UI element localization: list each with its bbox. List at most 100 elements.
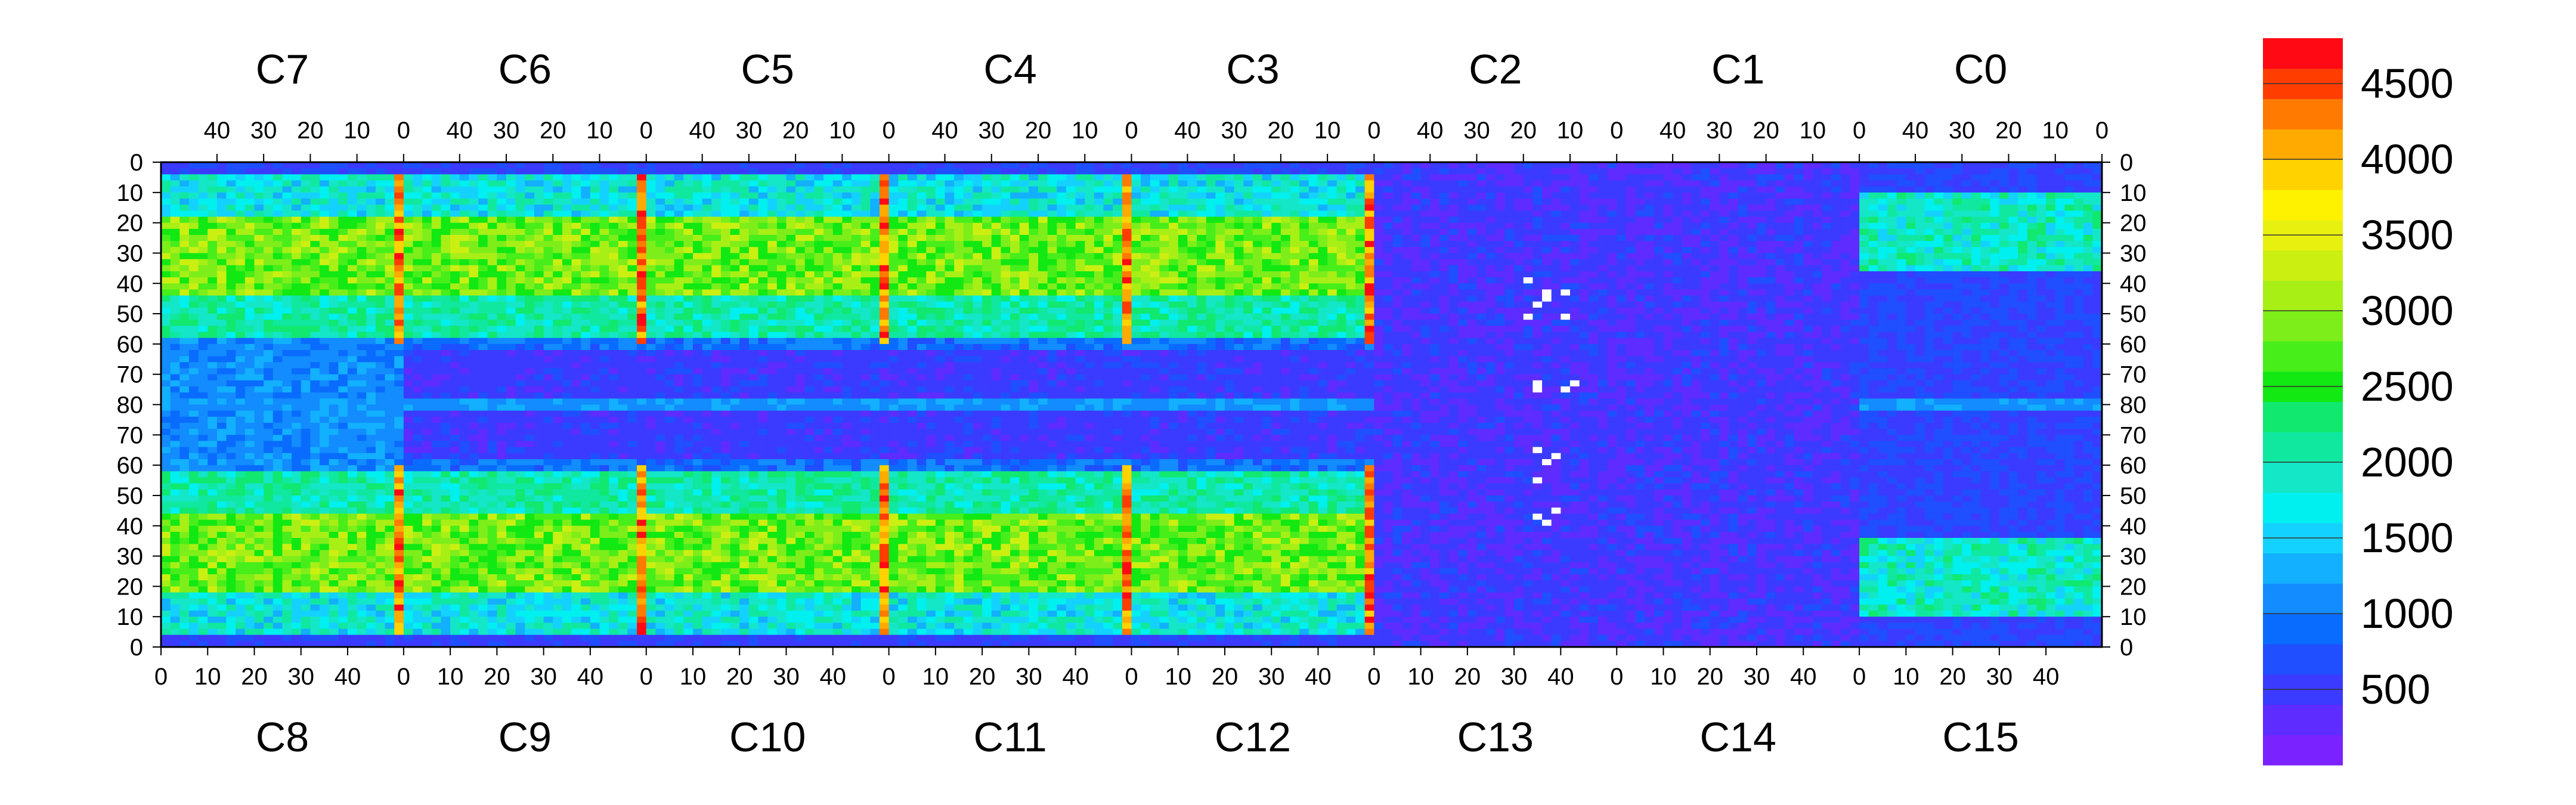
heatmap-cell [1626, 265, 1636, 272]
heatmap-cell [273, 216, 283, 223]
heatmap-cell [1822, 168, 1832, 175]
heatmap-cell [1215, 199, 1225, 205]
heatmap-cell [1486, 259, 1496, 266]
heatmap-cell [880, 277, 889, 284]
heatmap-cell [1113, 271, 1122, 278]
heatmap-cell [1738, 289, 1748, 296]
heatmap-cell [1962, 259, 1971, 266]
heatmap-cell [1645, 199, 1654, 205]
heatmap-cell [655, 259, 665, 266]
heatmap-cell [795, 180, 805, 187]
heatmap-cell [1990, 174, 1999, 181]
heatmap-cell [254, 289, 264, 296]
heatmap-cell [366, 168, 376, 175]
heatmap-cell [1869, 229, 1878, 236]
heatmap-cell [301, 199, 311, 205]
heatmap-cell [1878, 296, 1887, 302]
heatmap-cell [618, 253, 628, 259]
heatmap-cell [1197, 174, 1206, 181]
heatmap-cell [469, 229, 478, 236]
heatmap-cell [1608, 216, 1617, 223]
heatmap-cell [450, 193, 460, 199]
heatmap-cell [1570, 277, 1580, 284]
heatmap-cell [1001, 253, 1010, 259]
heatmap-cell [1393, 241, 1402, 247]
heatmap-cell [1281, 187, 1290, 193]
heatmap-cell [730, 247, 740, 253]
heatmap-cell [2046, 302, 2055, 308]
heatmap-cell [739, 229, 749, 236]
heatmap-cell [1897, 289, 1906, 296]
heatmap-cell [1299, 229, 1309, 236]
heatmap-cell [1206, 193, 1216, 199]
heatmap-cell [1766, 277, 1776, 284]
heatmap-cell [1999, 216, 2009, 223]
heatmap-cell [870, 265, 880, 272]
heatmap-cell [1542, 187, 1552, 193]
heatmap-cell [833, 271, 843, 278]
heatmap-cell [497, 174, 506, 181]
heatmap-cell [1943, 283, 1953, 290]
heatmap-cell [1915, 199, 1925, 205]
heatmap-cell [1803, 253, 1813, 259]
heatmap-cell [590, 223, 600, 230]
heatmap-cell [1337, 241, 1346, 247]
heatmap-cell [739, 247, 749, 253]
heatmap-cell [1178, 199, 1188, 205]
heatmap-cell [842, 193, 852, 199]
heatmap-cell [1020, 168, 1029, 175]
heatmap-cell [1318, 302, 1327, 308]
heatmap-cell [1636, 223, 1645, 230]
heatmap-cell [1271, 205, 1281, 211]
heatmap-cell [1178, 174, 1188, 181]
heatmap-cell [842, 187, 852, 193]
heatmap-cell [889, 253, 899, 259]
heatmap-cell [1187, 247, 1197, 253]
heatmap-cell [1850, 241, 1859, 247]
heatmap-cell [1327, 283, 1337, 290]
heatmap-cell [1327, 289, 1337, 296]
heatmap-cell [600, 229, 609, 236]
heatmap-cell [1318, 283, 1327, 290]
heatmap-cell [1048, 289, 1057, 296]
heatmap-cell [1719, 271, 1729, 278]
heatmap-cell [1552, 302, 1561, 308]
heatmap-cell [497, 265, 506, 272]
heatmap-cell [945, 180, 955, 187]
heatmap-cell [1803, 205, 1813, 211]
heatmap-cell [1309, 223, 1318, 230]
heatmap-cell [842, 180, 852, 187]
heatmap-cell [1552, 289, 1561, 296]
heatmap-cell [394, 210, 404, 217]
heatmap-cell [1132, 277, 1141, 284]
heatmap-cell [721, 259, 730, 266]
heatmap-cell [544, 229, 553, 236]
heatmap-cell [758, 253, 768, 259]
heatmap-cell [1953, 216, 1962, 223]
heatmap-cell [1831, 193, 1841, 199]
heatmap-cell [310, 265, 320, 272]
heatmap-cell [833, 235, 843, 242]
heatmap-cell [469, 210, 478, 217]
heatmap-cell [1757, 216, 1766, 223]
heatmap-cell [1794, 187, 1804, 193]
heatmap-cell [1048, 199, 1057, 205]
heatmap-cell [917, 229, 927, 236]
heatmap-cell [1243, 247, 1253, 253]
heatmap-cell [693, 271, 702, 278]
heatmap-cell [1570, 296, 1580, 302]
heatmap-cell [376, 265, 385, 272]
heatmap-cell [161, 271, 171, 278]
heatmap-cell [1262, 271, 1272, 278]
heatmap-cell [749, 253, 758, 259]
heatmap-cell [1626, 162, 1636, 169]
heatmap-cell [1327, 174, 1337, 181]
heatmap-cell [460, 223, 469, 230]
heatmap-cell [1878, 199, 1887, 205]
heatmap-cell [1374, 229, 1383, 236]
heatmap-cell [469, 247, 478, 253]
heatmap-cell [292, 223, 301, 230]
heatmap-cell [1141, 180, 1150, 187]
heatmap-cell [889, 235, 899, 242]
heatmap-cell [1001, 205, 1010, 211]
